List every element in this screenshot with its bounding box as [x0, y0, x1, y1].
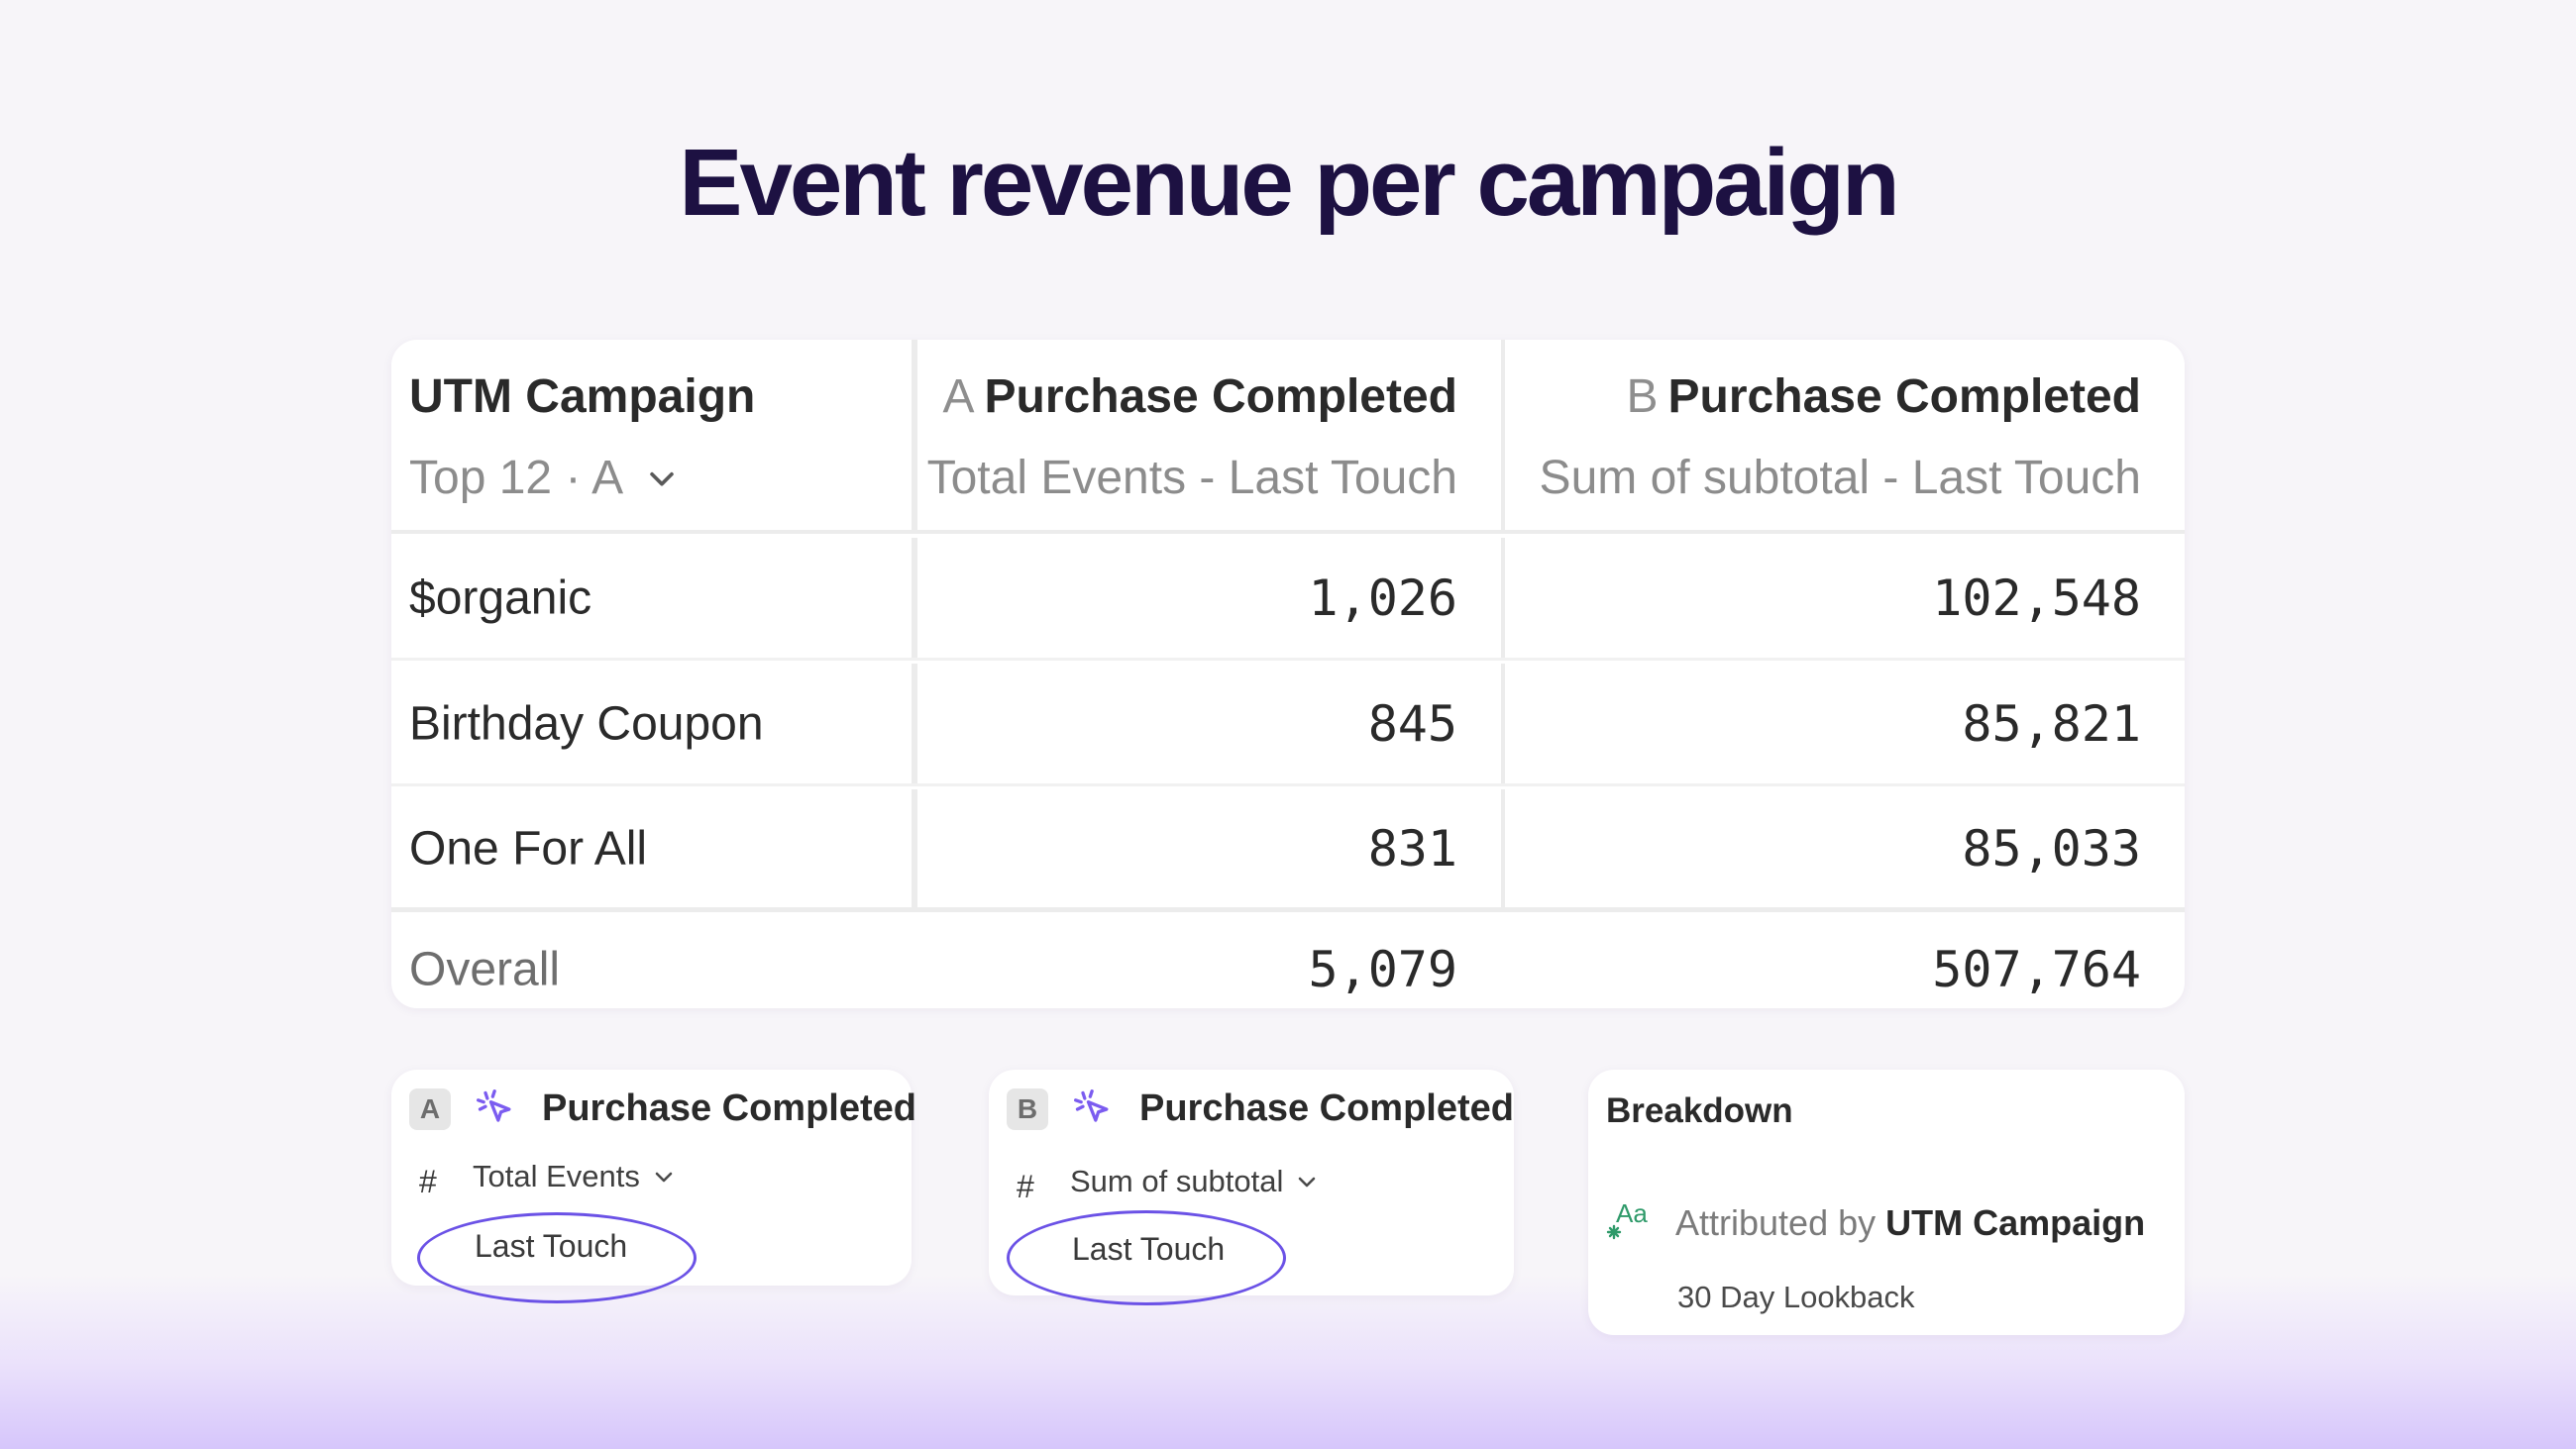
attribution-model[interactable]: Last Touch: [1072, 1231, 1226, 1267]
breakdown-property: UTM Campaign: [1885, 1202, 2146, 1243]
metric-badge: B: [1007, 1088, 1048, 1130]
attribution-highlight: [417, 1212, 697, 1303]
row-value-a: 1,026: [1308, 569, 1457, 627]
measure-label: Sum of subtotal: [1070, 1164, 1284, 1198]
row-value-a: 831: [1367, 819, 1457, 878]
metric-letter: B: [1626, 370, 1659, 423]
row-value-b: 85,821: [1962, 694, 2141, 753]
column-subtitle: Sum of subtotal - Last Touch: [1539, 452, 2141, 504]
row-value-b: 85,033: [1962, 819, 2141, 878]
metric-card-a[interactable]: A Purchase Completed # Total Events Last…: [391, 1070, 916, 1303]
svg-text:Aa: Aa: [1616, 1198, 1648, 1228]
chevron-down-icon[interactable]: [1295, 1170, 1319, 1193]
breakdown-attribution[interactable]: Attributed by UTM Campaign: [1675, 1202, 2145, 1244]
cursor-click-icon: [1074, 1089, 1109, 1122]
column-subtitle: Total Events - Last Touch: [926, 452, 1457, 504]
header-utm-campaign[interactable]: UTM Campaign Top 12 · A: [391, 340, 912, 530]
breakdown-card[interactable]: Breakdown Aa Attributed by UTM Campaign …: [1588, 1070, 2185, 1335]
total-label: Overall: [409, 943, 561, 996]
header-metric-a[interactable]: A Purchase Completed Total Events - Last …: [912, 340, 1501, 530]
header-metric-b[interactable]: B Purchase Completed Sum of subtotal - La…: [1501, 340, 2185, 530]
attribution-highlight: [1007, 1210, 1286, 1305]
breakdown-prefix: Attributed by: [1675, 1202, 1877, 1243]
measure-label: Total Events: [473, 1159, 640, 1193]
column-title: UTM Campaign: [409, 370, 756, 423]
text-property-icon: Aa: [1606, 1198, 1648, 1240]
total-value-a: 5,079: [1308, 941, 1457, 999]
lookback-window[interactable]: 30 Day Lookback: [1677, 1280, 1915, 1314]
table-row[interactable]: $organic 1,026 102,548: [391, 538, 2185, 661]
total-row: Overall 5,079 507,764: [391, 917, 2185, 1008]
report-table: UTM Campaign Top 12 · A A Purchase Comple…: [391, 340, 2185, 1008]
total-value-b: 507,764: [1932, 941, 2141, 999]
metric-card-b[interactable]: B Purchase Completed # Sum of subtotal L…: [989, 1070, 1514, 1305]
numeric-icon: #: [1017, 1169, 1034, 1204]
cursor-click-icon: [477, 1089, 511, 1122]
metric-badge: A: [409, 1088, 451, 1130]
row-label: One For All: [409, 822, 648, 875]
numeric-icon: #: [419, 1164, 437, 1199]
column-title: Purchase Completed: [984, 370, 1457, 423]
row-value-b: 102,548: [1932, 569, 2141, 627]
chevron-down-icon[interactable]: [652, 1165, 676, 1189]
page-title: Event revenue per campaign: [679, 130, 1899, 236]
breakdown-title: Breakdown: [1606, 1091, 1793, 1130]
column-title: Purchase Completed: [1667, 370, 2141, 423]
row-label: Birthday Coupon: [409, 697, 764, 750]
row-label: $organic: [409, 571, 592, 624]
table-row[interactable]: Birthday Coupon 845 85,821: [391, 664, 2185, 786]
chevron-down-icon[interactable]: [645, 462, 679, 495]
event-name[interactable]: Purchase Completed: [542, 1087, 916, 1129]
row-value-a: 845: [1367, 694, 1457, 753]
measure-selector[interactable]: Total Events: [473, 1159, 676, 1194]
top-n-selector[interactable]: Top 12 · A: [409, 451, 679, 505]
top-n-label: Top 12 · A: [409, 452, 624, 504]
metric-letter: A: [942, 370, 975, 423]
measure-selector[interactable]: Sum of subtotal: [1070, 1164, 1319, 1199]
attribution-model[interactable]: Last Touch: [475, 1228, 628, 1264]
table-header: UTM Campaign Top 12 · A A Purchase Comple…: [391, 340, 2185, 534]
table-row[interactable]: One For All 831 85,033: [391, 789, 2185, 912]
event-name[interactable]: Purchase Completed: [1139, 1087, 1514, 1129]
